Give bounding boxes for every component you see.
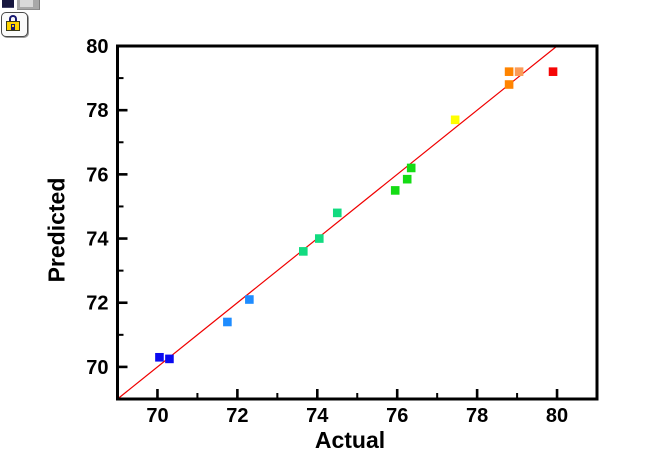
data-point xyxy=(332,208,342,218)
data-point xyxy=(514,67,524,76)
data-point xyxy=(245,295,254,304)
data-point xyxy=(155,352,164,362)
y-tick-label: 70 xyxy=(86,357,108,379)
cropped-toolbar-icon-1[interactable] xyxy=(2,0,14,8)
x-tick-label: 70 xyxy=(146,405,168,427)
lock-icon xyxy=(9,15,17,23)
data-point xyxy=(299,247,308,256)
plot-frame xyxy=(116,44,599,401)
cropped-toolbar-icon-2-face xyxy=(20,0,33,7)
y-tick-label: 78 xyxy=(86,100,108,122)
fit-line xyxy=(117,45,558,400)
y-axis-title: Predicted xyxy=(43,177,70,283)
lock-icon-keyhole xyxy=(11,24,15,30)
y-tick-label: 76 xyxy=(86,164,108,186)
y-tick-label: 80 xyxy=(86,36,108,58)
data-point xyxy=(450,115,460,125)
lock-icon-body xyxy=(6,21,20,31)
x-tick-label: 74 xyxy=(306,405,329,427)
x-tick-label: 76 xyxy=(386,405,408,427)
data-point xyxy=(504,67,514,76)
data-point xyxy=(402,174,412,184)
y-tick-label: 74 xyxy=(86,229,109,251)
cropped-toolbar-icon-2[interactable] xyxy=(17,0,40,10)
data-point xyxy=(165,354,174,364)
data-point xyxy=(504,80,514,89)
y-tick-label: 72 xyxy=(86,293,108,315)
data-point xyxy=(548,67,558,76)
x-tick-label: 72 xyxy=(226,405,248,427)
x-tick-label: 80 xyxy=(546,405,568,427)
lock-annotation-button[interactable] xyxy=(1,12,28,37)
x-axis-title: Actual xyxy=(314,427,386,453)
x-tick-label: 78 xyxy=(466,405,488,427)
data-point xyxy=(223,317,232,327)
data-point xyxy=(390,186,400,195)
data-point xyxy=(406,163,416,173)
data-point xyxy=(314,234,324,243)
